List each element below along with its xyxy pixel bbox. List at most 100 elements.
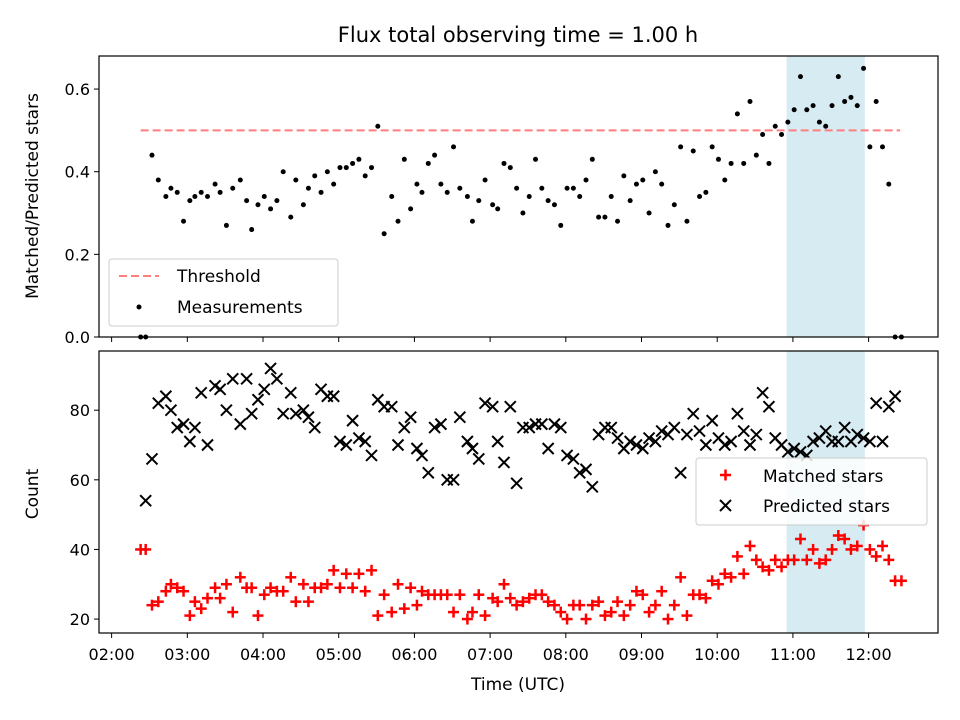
measurements-point: [835, 74, 841, 80]
matched-stars-point: [681, 610, 693, 622]
measurements-point: [337, 165, 343, 171]
measurements-point: [873, 98, 879, 104]
predicted-stars-point: [240, 372, 253, 386]
measurements-point: [187, 198, 193, 204]
measurements-point: [244, 198, 250, 204]
matched-stars-point: [599, 610, 611, 622]
predicted-stars-point: [838, 421, 851, 434]
predicted-stars-point: [554, 421, 567, 434]
measurements-point: [381, 231, 387, 237]
measurements-point: [198, 189, 204, 195]
measurements-point: [274, 198, 280, 204]
measurements-point: [551, 202, 557, 208]
matched-stars-point: [302, 596, 314, 608]
x-tick-label: 10:00: [694, 645, 740, 664]
matched-stars-point: [870, 550, 882, 562]
predicted-stars-point: [359, 435, 372, 448]
measurements-point: [854, 103, 860, 109]
predicted-stars-point: [718, 438, 731, 452]
measurements-point: [451, 144, 457, 150]
predicted-stars-point: [787, 442, 801, 455]
measurements-point: [760, 132, 766, 138]
predicted-stars-point: [832, 435, 845, 448]
matched-stars-point: [479, 610, 491, 622]
predicted-stars-point: [623, 435, 637, 448]
bottom-y-axis-label: Count: [23, 468, 43, 519]
predicted-stars-point: [447, 473, 460, 487]
measurements-point: [362, 173, 368, 179]
measurements-point: [375, 123, 381, 129]
matched-stars-point: [731, 550, 743, 562]
matched-stars-point: [656, 585, 668, 597]
predicted-stars-point: [548, 417, 561, 431]
measurements-point: [490, 202, 496, 208]
measurements-point: [457, 185, 463, 191]
x-tick-label: 11:00: [770, 645, 816, 664]
matched-stars-point: [220, 578, 232, 590]
predicted-stars-point: [226, 372, 239, 386]
measurements-point: [709, 144, 715, 150]
predicted-stars-point: [781, 445, 795, 459]
top-legend-box: [108, 258, 339, 327]
measurements-point: [633, 181, 639, 187]
predicted-stars-point: [410, 442, 424, 455]
measurements-point: [444, 189, 450, 195]
matched-stars-point: [883, 554, 895, 566]
measurements-point: [823, 123, 829, 129]
measurements-point: [602, 214, 608, 220]
measurements-point: [318, 189, 324, 195]
predicted-stars-point: [882, 400, 896, 413]
predicted-stars-point: [579, 463, 593, 476]
measurements-point: [401, 156, 407, 162]
measurements-point: [810, 103, 816, 109]
predicted-stars-point: [486, 400, 499, 413]
predicted-stars-point: [308, 421, 321, 434]
matched-stars-point: [504, 592, 516, 604]
matched-stars-point: [738, 568, 750, 580]
measurements-point: [155, 177, 161, 183]
predicted-stars-point: [264, 362, 277, 375]
x-tick-label: 09:00: [618, 645, 664, 664]
predicted-stars-point: [340, 438, 353, 452]
measurements-point: [464, 194, 470, 199]
predicted-stars-point: [674, 466, 687, 480]
matched-stars-point: [618, 610, 630, 622]
matched-stars-point: [334, 582, 346, 594]
matched-stars-point: [416, 585, 428, 597]
measurements-point: [886, 181, 892, 187]
matched-stars-point: [630, 585, 642, 597]
predicted-stars-point: [466, 442, 479, 455]
measurements-point: [608, 194, 614, 199]
predicted-stars-point: [245, 407, 258, 420]
measurements-point: [583, 177, 589, 183]
measurements-point: [212, 181, 218, 187]
measurements-point: [230, 185, 236, 191]
predicted-stars-point: [680, 428, 694, 441]
bottom-y-tick-label: 60: [70, 471, 90, 490]
matched-stars-point: [750, 554, 762, 566]
predicted-stars-point: [213, 383, 227, 396]
predicted-stars-point: [523, 421, 536, 434]
measurements-point: [621, 173, 627, 179]
matched-stars-point: [290, 596, 302, 608]
predicted-stars-point: [159, 390, 173, 403]
measurements-point: [816, 119, 822, 125]
measurements-point: [703, 189, 709, 195]
predicted-stars-point: [478, 397, 492, 410]
matched-stars-point: [297, 578, 309, 590]
predicted-stars-point: [642, 431, 656, 445]
matched-stars-point: [184, 610, 196, 622]
matched-stars-point: [214, 592, 226, 604]
chart-title: Flux total observing time = 1.00 h: [338, 23, 698, 47]
matched-stars-point: [668, 599, 680, 611]
matched-stars-point: [511, 599, 523, 611]
matched-stars-point: [706, 575, 718, 587]
matched-stars-point: [763, 564, 775, 576]
matched-stars-point: [744, 540, 756, 552]
matched-stars-point: [140, 543, 152, 555]
predicted-stars-point: [863, 435, 877, 448]
measurements-point: [425, 160, 431, 166]
predicted-stars-point: [888, 390, 902, 403]
matched-stars-point: [454, 589, 466, 601]
predicted-stars-point: [434, 417, 448, 431]
